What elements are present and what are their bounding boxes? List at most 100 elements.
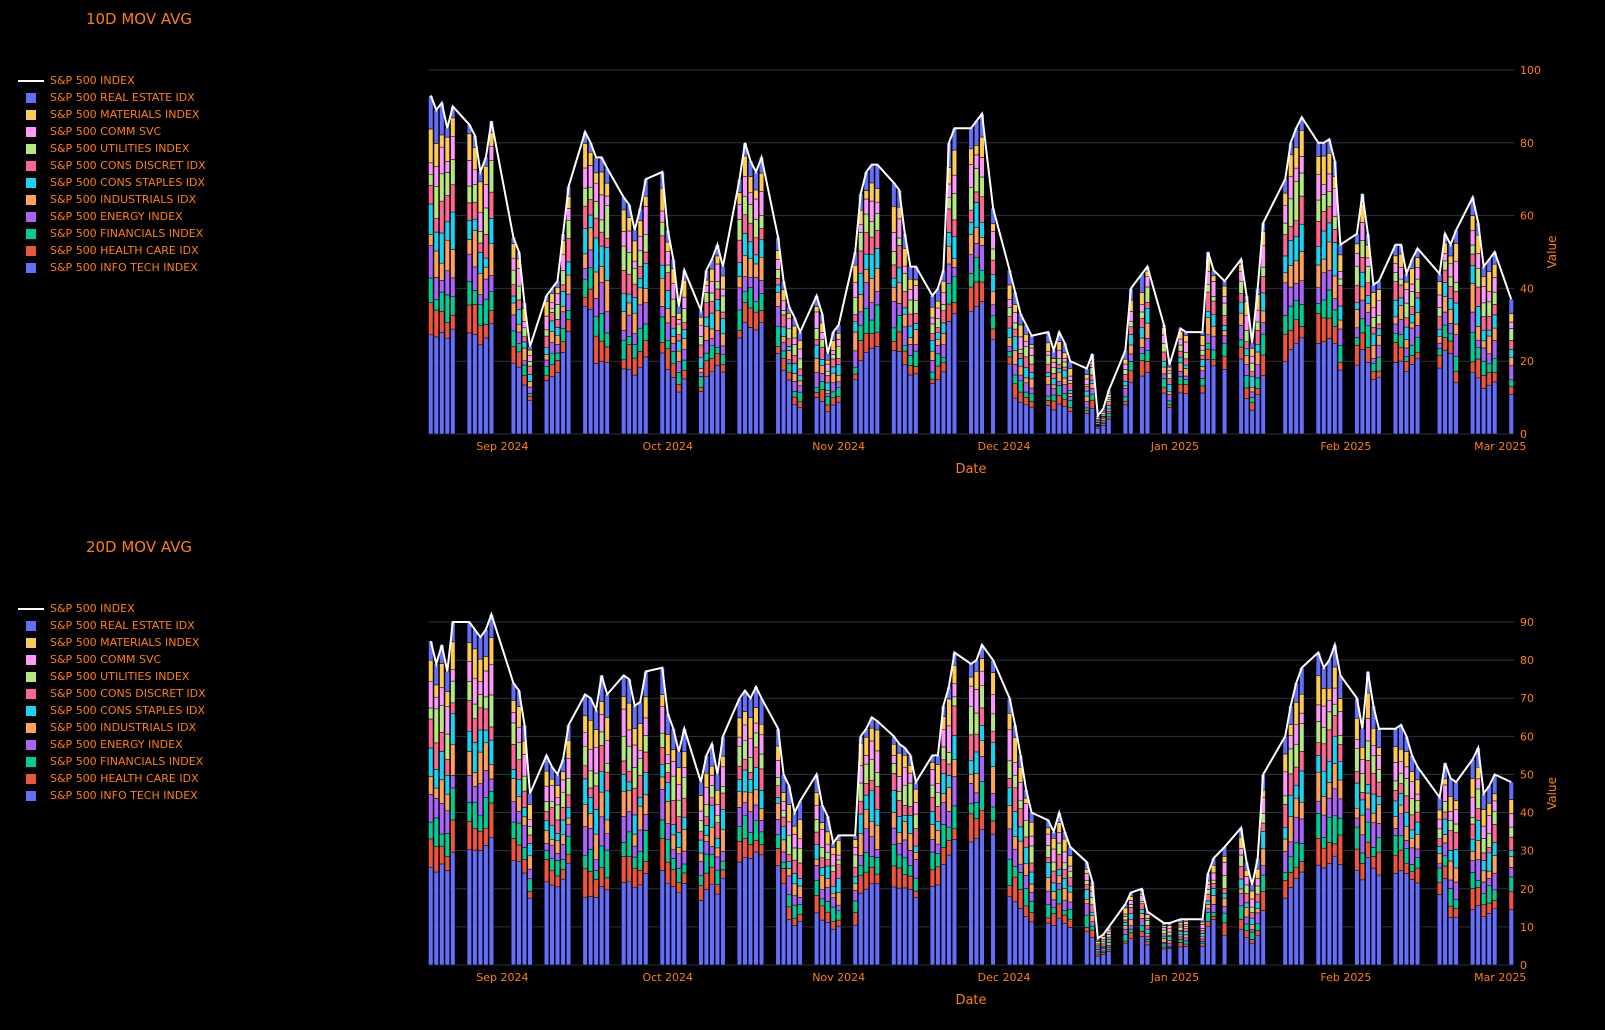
legend-item-index-line[interactable]: S&P 500 INDEX <box>18 72 206 89</box>
bar-segment <box>825 843 831 853</box>
bar-segment <box>1326 761 1332 783</box>
bar-segment <box>1326 659 1332 689</box>
bar-segment <box>1326 241 1332 271</box>
bar-segment <box>1437 307 1443 318</box>
bar-segment <box>1293 283 1299 301</box>
legend-item[interactable]: S&P 500 COMM SVC <box>18 651 206 668</box>
legend-item[interactable]: S&P 500 INDUSTRIALS IDX <box>18 191 206 208</box>
legend-item[interactable]: S&P 500 CONS STAPLES IDX <box>18 174 206 191</box>
legend-item[interactable]: S&P 500 INDUSTRIALS IDX <box>18 719 206 736</box>
bar-segment <box>825 375 831 384</box>
legend-item[interactable]: S&P 500 HEALTH CARE IDX <box>18 770 206 787</box>
legend-item[interactable]: S&P 500 ENERGY INDEX <box>18 736 206 753</box>
bar-segment <box>1332 229 1338 243</box>
bar-segment <box>830 906 836 922</box>
bar-segment <box>527 834 533 844</box>
bar-segment <box>444 195 450 223</box>
legend-item[interactable]: S&P 500 COMM SVC <box>18 123 206 140</box>
bar-segment <box>792 925 798 966</box>
bar-segment <box>974 202 980 228</box>
bar-segment <box>665 861 671 884</box>
bar-segment <box>1144 322 1150 339</box>
bar-segment <box>1332 326 1338 344</box>
bar-segment <box>439 332 445 435</box>
bar-segment <box>814 819 820 833</box>
legend-item[interactable]: S&P 500 ENERGY INDEX <box>18 208 206 225</box>
bar-segment <box>1139 375 1145 435</box>
bar-segment <box>863 190 869 200</box>
legend-item[interactable]: S&P 500 UTILITIES INDEX <box>18 140 206 157</box>
bar-segment <box>1437 863 1443 869</box>
bar-segment <box>1067 383 1073 391</box>
bar-segment <box>566 220 572 239</box>
bar-segment <box>588 787 594 798</box>
bar-segment <box>1007 828 1013 860</box>
bar-segment <box>1183 937 1189 942</box>
legend-item[interactable]: S&P 500 REAL ESTATE IDX <box>18 617 206 634</box>
legend-item[interactable]: S&P 500 MATERIALS INDEX <box>18 634 206 651</box>
bar-segment <box>665 734 671 756</box>
bar-segment <box>747 757 754 773</box>
bar-segment <box>593 363 599 435</box>
bar-segment <box>1332 275 1338 299</box>
bar-segment <box>1051 907 1057 914</box>
bar-segment <box>797 348 803 360</box>
legend-item[interactable]: S&P 500 INFO TECH INDEX <box>18 259 206 276</box>
bar-segment <box>786 894 792 908</box>
bar-segment <box>477 830 483 851</box>
bar-segment <box>1359 299 1365 320</box>
legend-item[interactable]: S&P 500 REAL ESTATE IDX <box>18 89 206 106</box>
bar-segment <box>433 817 439 847</box>
bar-segment <box>1200 354 1206 360</box>
bar-segment <box>814 386 820 393</box>
bar-segment <box>1293 260 1299 284</box>
legend-item[interactable]: S&P 500 FINANCIALS INDEX <box>18 225 206 242</box>
bar-segment <box>913 890 919 898</box>
legend-item[interactable]: S&P 500 CONS STAPLES IDX <box>18 702 206 719</box>
bar-segment <box>1255 893 1261 903</box>
bar-segment <box>863 736 869 756</box>
bar-segment <box>1128 321 1134 328</box>
bar-segment <box>1045 857 1051 863</box>
bar-segment <box>974 145 980 156</box>
bar-segment <box>1486 372 1492 386</box>
bar-segment <box>643 830 649 862</box>
bar-segment <box>1128 925 1134 930</box>
bar-segment <box>1470 851 1476 861</box>
bar-segment <box>759 734 765 755</box>
legend-item[interactable]: S&P 500 CONS DISCRET IDX <box>18 157 206 174</box>
bar-segment <box>582 896 588 966</box>
bar-segment <box>1238 339 1244 348</box>
bar-segment <box>582 268 588 280</box>
bar-segment <box>1062 352 1068 359</box>
bar-segment <box>1012 836 1018 850</box>
bar-segment <box>1508 891 1514 910</box>
legend-item[interactable]: S&P 500 INFO TECH INDEX <box>18 787 206 804</box>
bar-segment <box>858 833 864 856</box>
bar-segment <box>1288 841 1294 857</box>
legend-item[interactable]: S&P 500 HEALTH CARE IDX <box>18 242 206 259</box>
bar-segment <box>1051 367 1057 374</box>
legend-item[interactable]: S&P 500 MATERIALS INDEX <box>18 106 206 123</box>
bar-segment <box>1012 787 1018 812</box>
bar-segment <box>1326 191 1332 207</box>
bar-segment <box>1067 901 1073 910</box>
x-tick-label: Mar 2025 <box>1474 971 1526 984</box>
bar-segment <box>544 335 550 349</box>
legend-item[interactable]: S&P 500 FINANCIALS INDEX <box>18 753 206 770</box>
bar-segment <box>1486 902 1492 914</box>
bar-segment <box>781 792 787 802</box>
bar-segment <box>720 869 726 879</box>
legend-item[interactable]: S&P 500 CONS DISCRET IDX <box>18 685 206 702</box>
bar-segment <box>825 851 831 860</box>
bar-segment <box>736 791 742 808</box>
bar-segment <box>742 233 748 256</box>
bar-segment <box>566 274 572 295</box>
bar-segment <box>527 400 533 435</box>
bar-segment <box>836 364 842 376</box>
bar-segment <box>626 881 632 966</box>
bar-segment <box>990 694 996 715</box>
legend-item[interactable]: S&P 500 UTILITIES INDEX <box>18 668 206 685</box>
legend-item-index-line[interactable]: S&P 500 INDEX <box>18 600 206 617</box>
bar-segment <box>681 829 687 852</box>
